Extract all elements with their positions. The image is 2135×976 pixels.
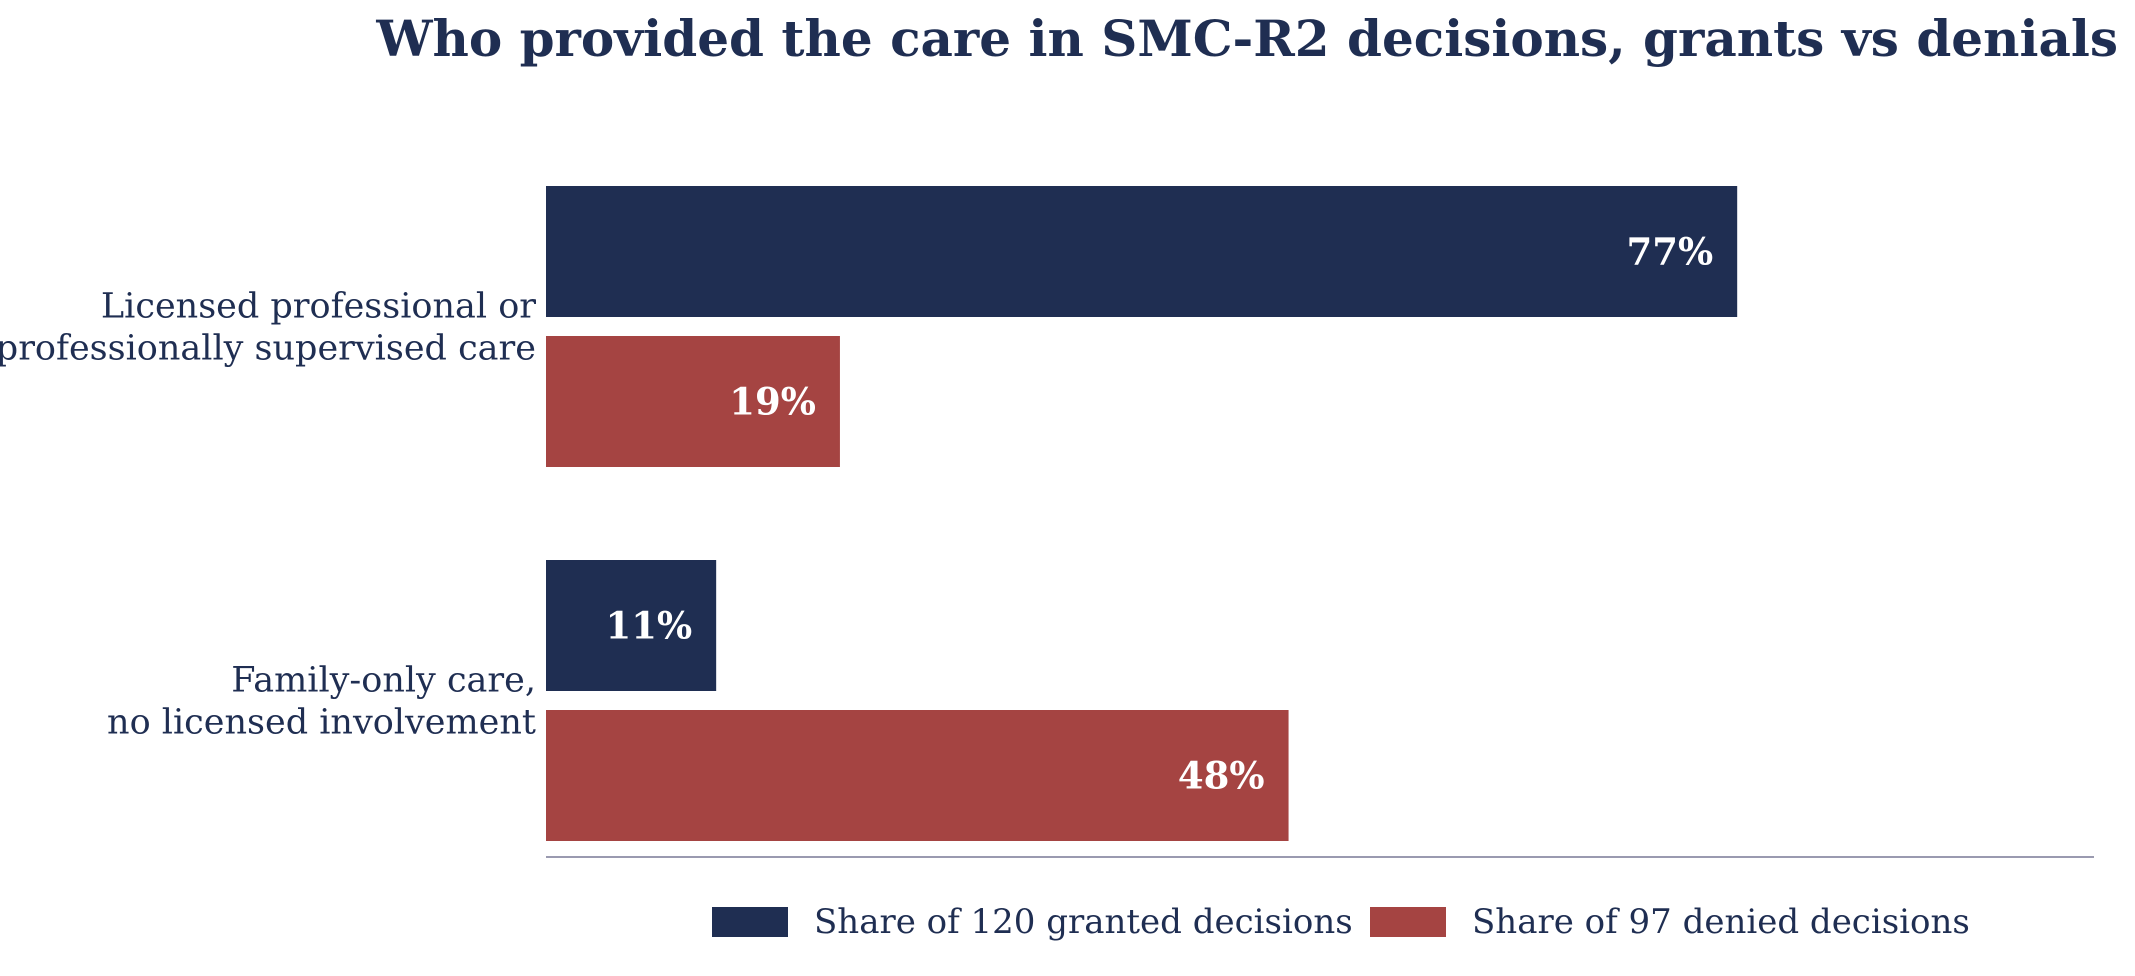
- category-label-line: no licensed involvement: [107, 703, 536, 743]
- legend-swatch: [712, 907, 788, 937]
- chart-title: Who provided the care in SMC-R2 decision…: [375, 9, 2118, 68]
- category-label-line: Licensed professional or: [101, 287, 536, 327]
- bar-value-label: 48%: [1178, 754, 1265, 798]
- bar: [546, 560, 717, 691]
- legend-label: Share of 97 denied decisions: [1472, 902, 1970, 942]
- bar: [546, 710, 1289, 841]
- category-label-line: professionally supervised care: [0, 329, 536, 369]
- bar-value-label: 11%: [606, 604, 693, 648]
- bar: [546, 336, 840, 467]
- category-label-line: Family-only care,: [231, 661, 536, 701]
- legend: Share of 120 granted decisions Share of 9…: [712, 902, 1970, 942]
- bar: [546, 186, 1738, 317]
- bar-value-label: 77%: [1627, 230, 1714, 274]
- bars: [546, 186, 1738, 841]
- bar-labels: 77% 19% 11% 48%: [606, 230, 1714, 798]
- legend-swatch: [1370, 907, 1446, 937]
- bar-value-label: 19%: [729, 380, 816, 424]
- legend-label: Share of 120 granted decisions: [814, 902, 1353, 942]
